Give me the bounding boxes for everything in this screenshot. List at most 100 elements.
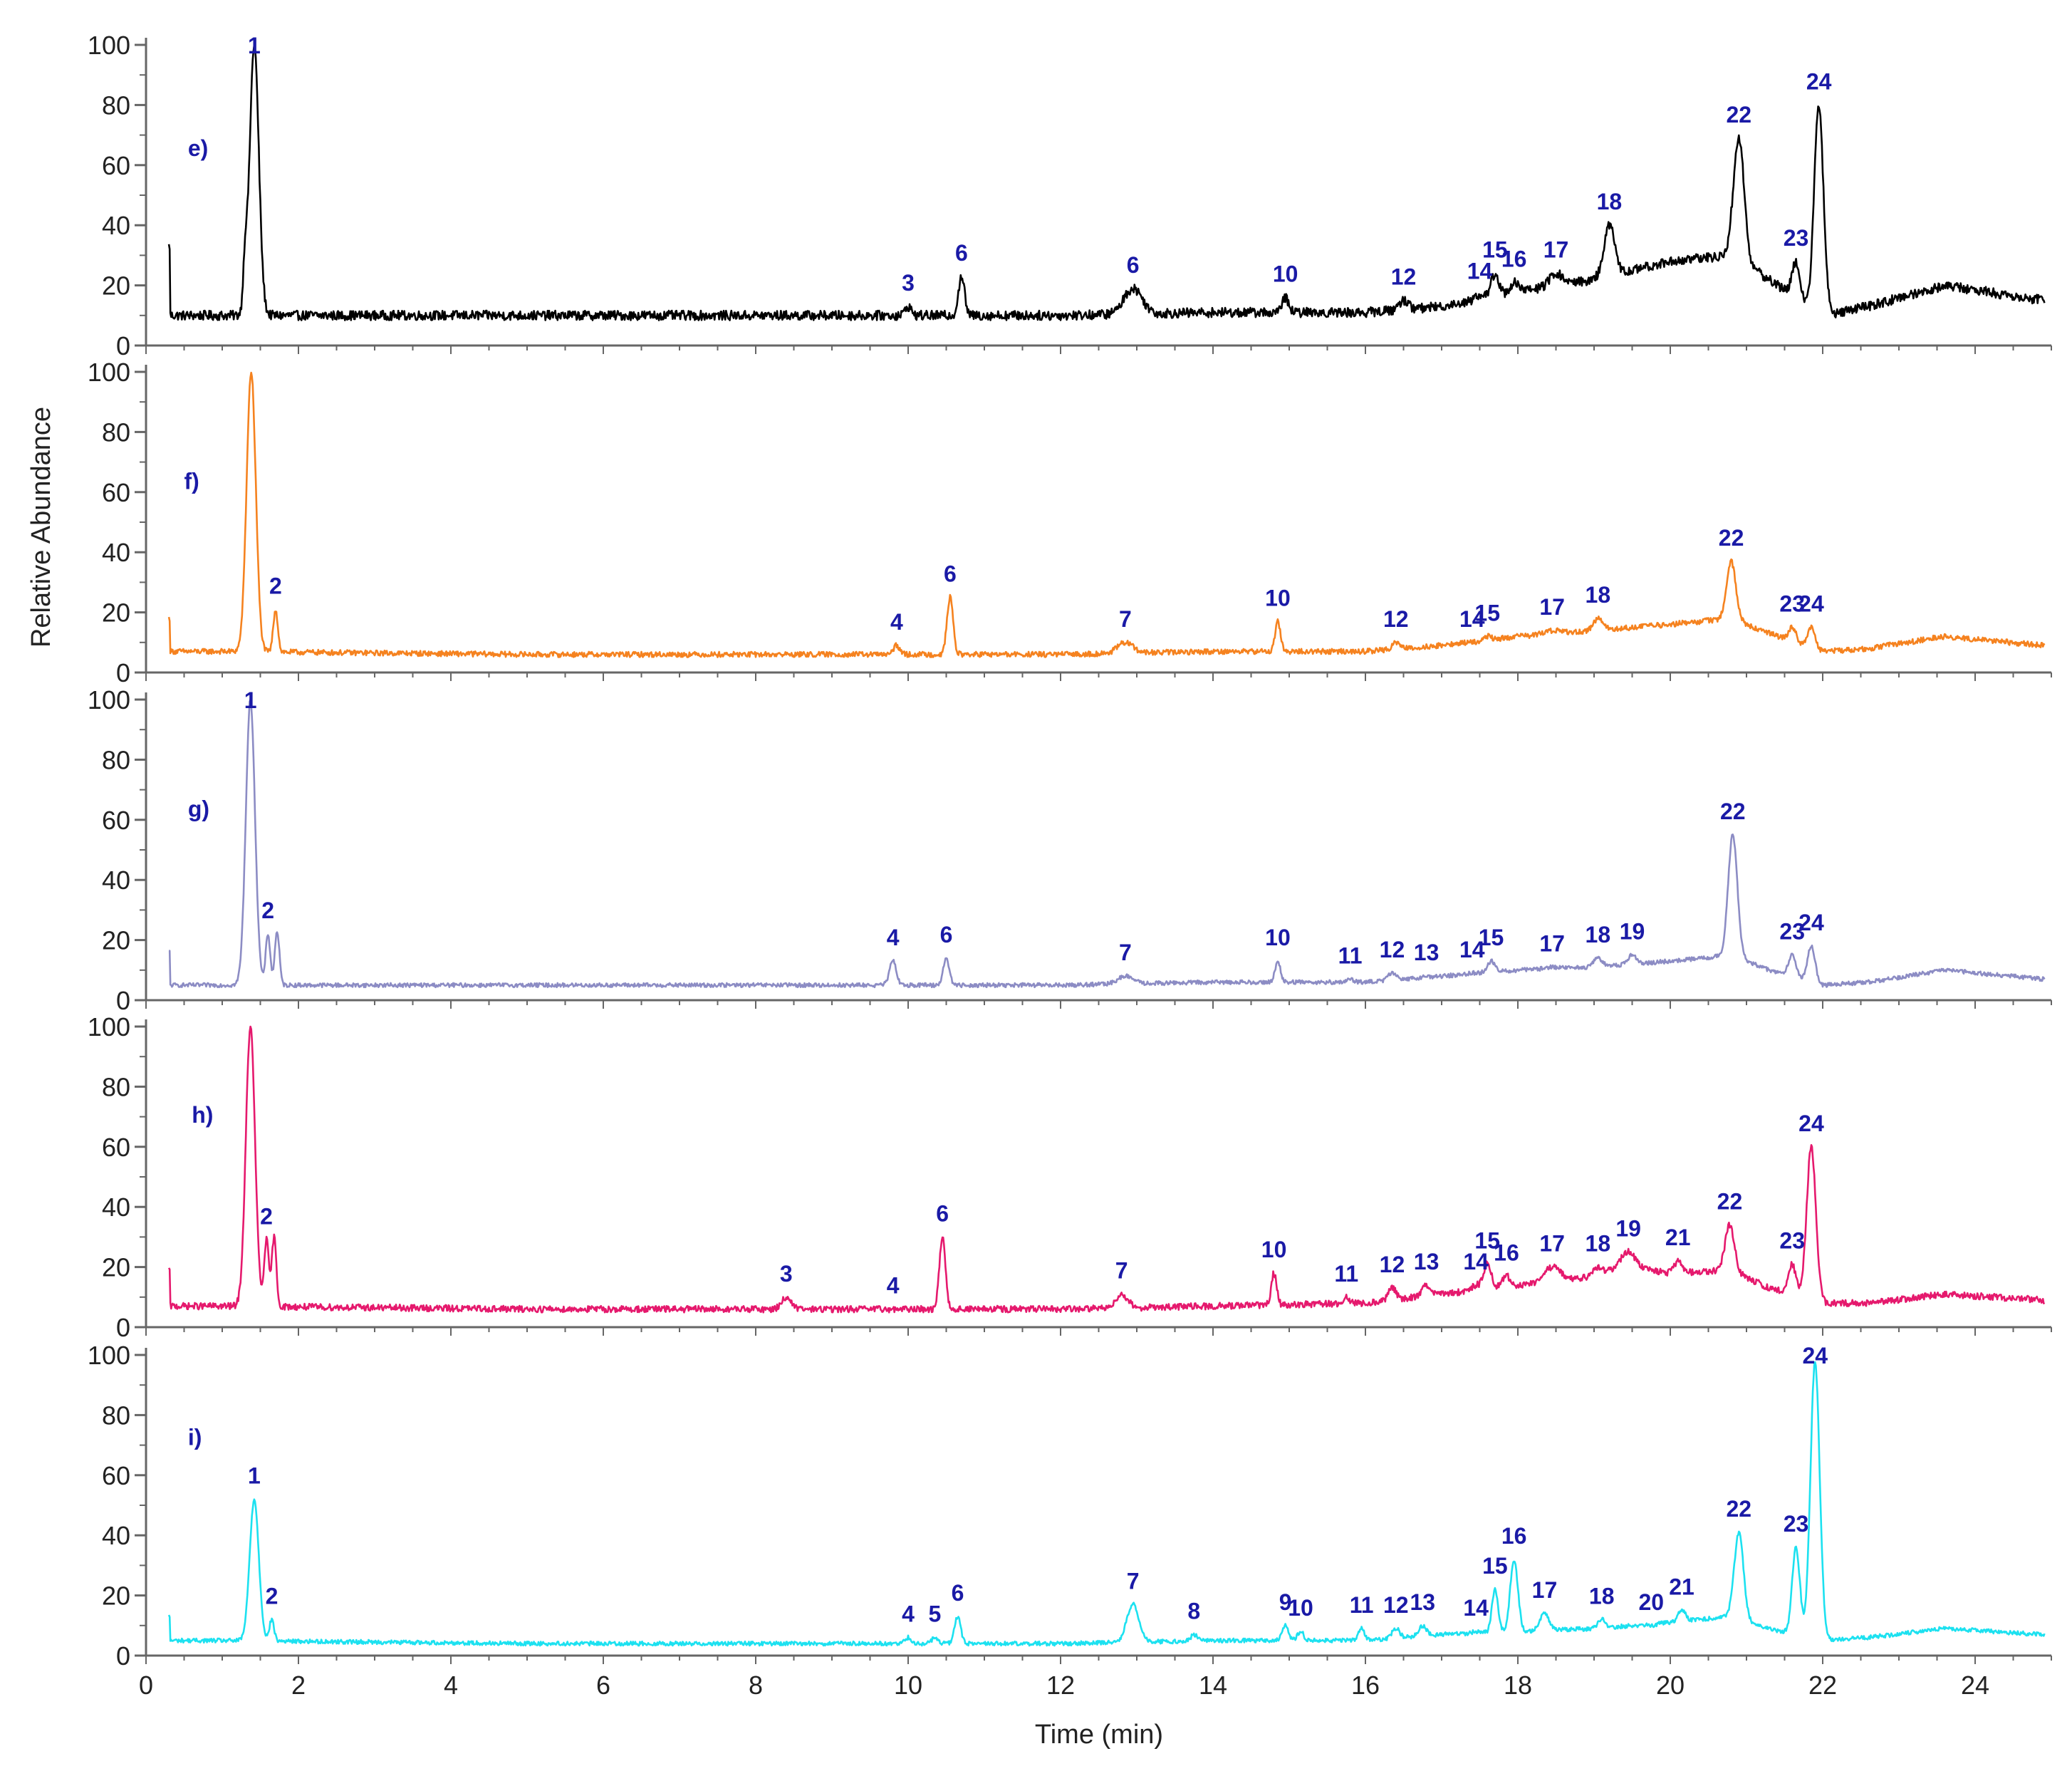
peak-label: 14	[1463, 1249, 1489, 1274]
x-tick-label: 0	[139, 1671, 153, 1700]
peak-label: 2	[260, 1204, 273, 1230]
peak-label: 11	[1338, 942, 1363, 968]
peak-label: 17	[1539, 1231, 1565, 1257]
panel-label: e)	[188, 135, 208, 161]
y-tick-label: 40	[102, 211, 130, 240]
x-tick-label: 22	[1808, 1671, 1837, 1700]
peak-label: 23	[1784, 225, 1809, 251]
peak-label: 17	[1539, 931, 1565, 957]
peak-label: 8	[1187, 1598, 1200, 1624]
peak-label: 7	[1127, 1568, 1140, 1594]
peak-label: 13	[1414, 940, 1440, 965]
x-axis-title: Time (min)	[1035, 1720, 1163, 1750]
y-tick-label: 80	[102, 1401, 130, 1430]
peak-label: 24	[1798, 910, 1824, 935]
peak-label: 2	[261, 898, 274, 923]
peak-label: 10	[1265, 925, 1291, 950]
peak-label: 15	[1474, 1227, 1500, 1253]
peak-label: 13	[1414, 1249, 1440, 1274]
peak-label: 1	[248, 33, 261, 58]
peak-label: 22	[1727, 102, 1752, 128]
peak-label: 14	[1463, 1595, 1489, 1621]
peak-label: 22	[1720, 799, 1746, 824]
peak-label: 17	[1539, 594, 1565, 620]
peak-label: 15	[1479, 925, 1504, 950]
peak-label: 4	[887, 1273, 900, 1299]
panel-label: f)	[184, 469, 199, 494]
y-tick-label: 0	[116, 1313, 130, 1342]
y-tick-label: 80	[102, 90, 130, 120]
peak-label: 24	[1803, 1343, 1828, 1368]
x-tick-label: 16	[1351, 1671, 1380, 1700]
peak-label: 2	[269, 573, 282, 598]
peak-label: 12	[1380, 937, 1405, 962]
peak-label: 24	[1806, 68, 1832, 94]
peak-label: 19	[1620, 919, 1645, 945]
peak-label: 3	[902, 270, 915, 296]
y-tick-label: 40	[102, 866, 130, 895]
peak-label: 7	[1119, 940, 1132, 965]
y-tick-label: 20	[102, 598, 130, 628]
y-tick-label: 40	[102, 1521, 130, 1550]
peak-label: 10	[1261, 1237, 1287, 1262]
peak-label: 3	[780, 1261, 793, 1287]
x-tick-label: 24	[1961, 1671, 1989, 1700]
peak-label: 12	[1380, 1252, 1405, 1277]
y-tick-label: 80	[102, 417, 130, 447]
peak-label: 18	[1589, 1583, 1615, 1609]
peak-label: 1	[244, 687, 257, 713]
y-axis-title: Relative Abundance	[26, 407, 56, 648]
peak-label: 21	[1665, 1225, 1691, 1250]
peak-label: 15	[1482, 237, 1508, 263]
peak-label: 17	[1532, 1577, 1558, 1603]
y-tick-label: 20	[102, 1581, 130, 1611]
peak-label: 9	[1279, 1589, 1292, 1615]
peak-label: 21	[1669, 1574, 1694, 1600]
peak-label: 10	[1273, 261, 1298, 286]
peak-label: 1	[248, 1463, 261, 1489]
y-tick-label: 0	[116, 658, 130, 687]
peak-label: 18	[1597, 189, 1623, 214]
x-tick-label: 8	[749, 1671, 763, 1700]
panel-label: h)	[192, 1102, 213, 1128]
y-tick-label: 0	[116, 986, 130, 1015]
y-tick-label: 40	[102, 538, 130, 567]
peak-label: 20	[1638, 1589, 1664, 1615]
peak-label: 13	[1410, 1589, 1435, 1615]
chromatogram-trace	[167, 44, 2046, 321]
y-tick-label: 20	[102, 271, 130, 301]
y-tick-label: 100	[88, 1012, 130, 1042]
peak-label: 6	[940, 922, 953, 947]
peak-label: 11	[1350, 1592, 1374, 1618]
peak-label: 10	[1288, 1595, 1313, 1621]
peak-label: 18	[1586, 922, 1611, 947]
x-tick-label: 12	[1046, 1671, 1075, 1700]
peak-label: 2	[266, 1583, 278, 1609]
y-tick-label: 60	[102, 806, 130, 835]
peak-label: 14	[1459, 937, 1485, 962]
peak-label: 24	[1798, 1111, 1824, 1136]
peak-label: 23	[1784, 1511, 1809, 1537]
peak-label: 6	[1127, 252, 1140, 278]
y-tick-label: 60	[102, 151, 130, 180]
x-tick-label: 14	[1199, 1671, 1227, 1700]
peak-label: 15	[1482, 1553, 1508, 1579]
x-tick-label: 2	[291, 1671, 306, 1700]
peak-label: 12	[1391, 264, 1417, 290]
y-tick-label: 20	[102, 1253, 130, 1282]
x-tick-label: 20	[1656, 1671, 1685, 1700]
peak-label: 7	[1115, 1258, 1128, 1284]
y-tick-label: 60	[102, 1461, 130, 1490]
y-tick-label: 0	[116, 1641, 130, 1671]
peak-label: 7	[1119, 606, 1132, 632]
peak-label: 19	[1615, 1216, 1641, 1242]
peak-label: 14	[1459, 606, 1485, 632]
peak-label: 4	[890, 609, 903, 635]
chromatogram-trace	[167, 371, 2046, 658]
